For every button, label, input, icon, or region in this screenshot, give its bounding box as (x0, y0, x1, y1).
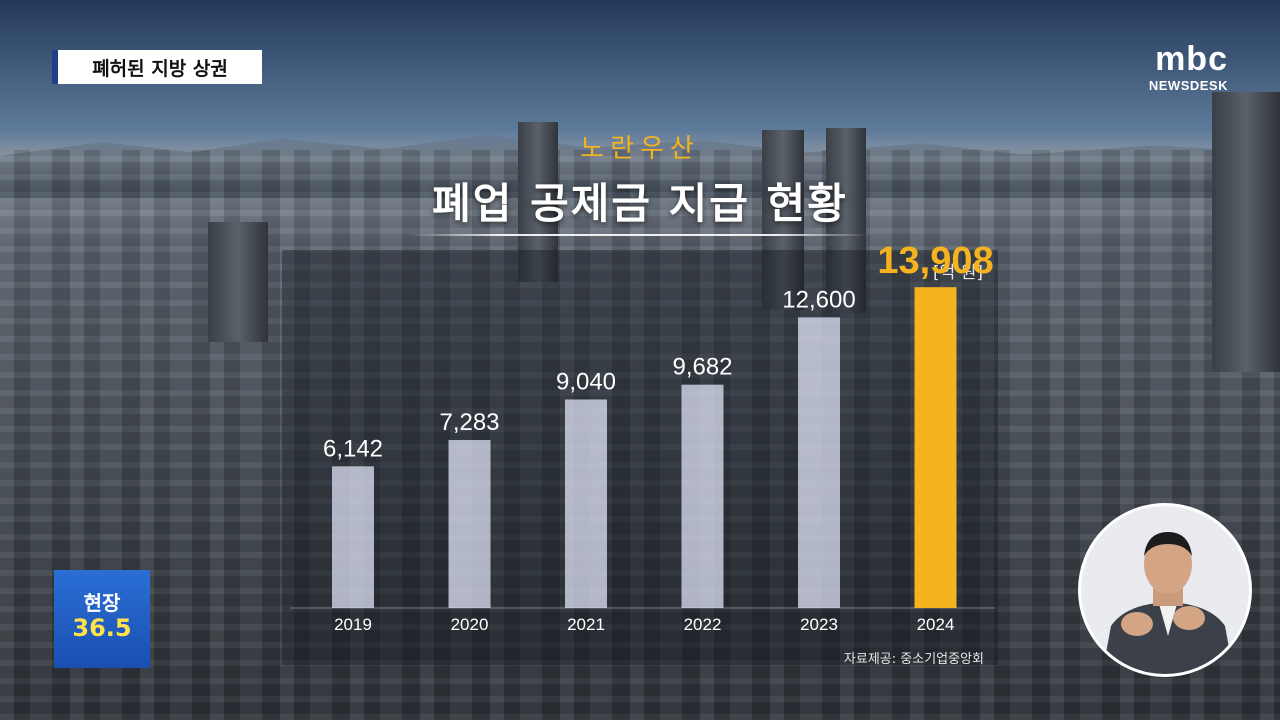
unit-label: [억 원] (933, 263, 983, 283)
value-label-2023: 12,600 (782, 286, 855, 313)
chart-subtitle: 노란우산 (580, 134, 700, 164)
background-tower (826, 128, 866, 313)
x-tick-label-2019: 2019 (334, 615, 372, 634)
live-badge-line1: 현장 (83, 591, 121, 615)
value-label-2019: 6,142 (323, 435, 383, 462)
sign-language-interpreter (1078, 503, 1252, 677)
background-tower (1212, 92, 1280, 372)
logo-program: NEWSDESK (1148, 78, 1228, 93)
logo-brand: mbc (1155, 40, 1228, 78)
background-tower (518, 122, 558, 282)
mbc-logo: mbc NEWSDESK (1149, 42, 1228, 93)
chart-backdrop (282, 250, 998, 665)
bar-2024 (914, 287, 957, 608)
value-label-2021: 9,040 (556, 368, 616, 395)
x-tick-label-2023: 2023 (800, 615, 838, 634)
chart-title: 폐업 공제금 지급 현황 (432, 179, 848, 228)
value-label-2020: 7,283 (439, 409, 499, 436)
bar-2019 (332, 466, 374, 608)
x-tick-label-2022: 2022 (684, 615, 722, 634)
bar-2023 (798, 317, 840, 608)
x-tick-label-2024: 2024 (917, 615, 955, 634)
background-tower (208, 222, 268, 342)
bar-2021 (565, 399, 607, 608)
x-tick-label-2021: 2021 (567, 615, 605, 634)
value-label-2024: 13,908 (877, 240, 993, 282)
interpreter-figure (1102, 532, 1234, 674)
bar-2022 (681, 384, 724, 608)
value-label-2022: 9,682 (672, 354, 732, 381)
live-badge: 현장 36.5 (54, 570, 150, 668)
x-tick-label-2020: 2020 (451, 615, 489, 634)
live-badge-line2: 36.5 (72, 614, 132, 642)
bar-2020 (448, 440, 491, 608)
title-underline (408, 234, 868, 236)
topic-badge: 폐허된 지방 상권 (52, 50, 262, 84)
source-note: 자료제공: 중소기업중앙회 (843, 652, 984, 667)
background-tower (762, 130, 804, 310)
